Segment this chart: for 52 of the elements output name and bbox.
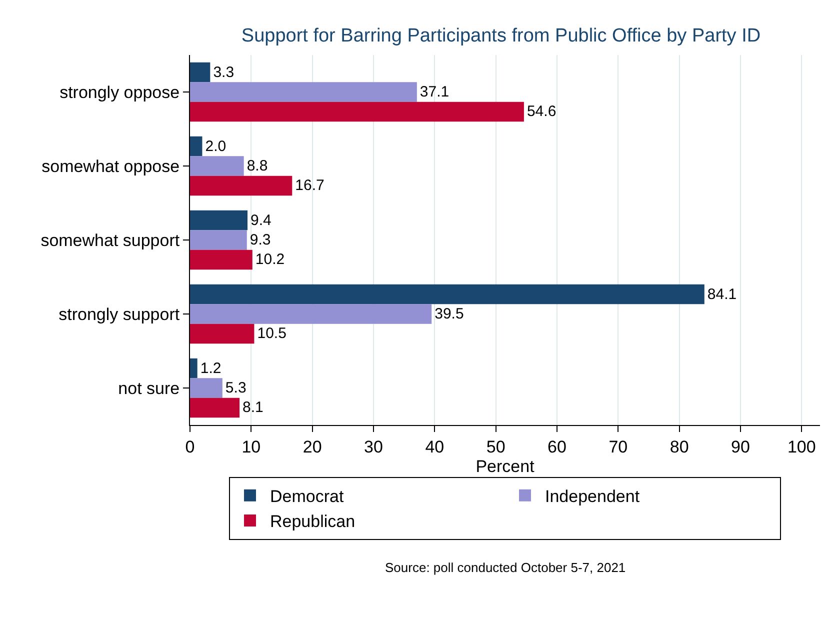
x-tick-label: 60 [548, 437, 566, 456]
legend-label: Independent [545, 486, 640, 506]
bar [190, 378, 222, 398]
data-label: 5.3 [225, 380, 246, 396]
data-label: 2.0 [205, 138, 226, 155]
data-label: 8.8 [246, 158, 268, 174]
data-label: 16.7 [295, 177, 324, 194]
data-label: 39.5 [434, 306, 464, 322]
data-label: 9.3 [250, 232, 271, 248]
bar [190, 82, 417, 102]
bar [190, 250, 252, 270]
chart-title: Support for Barring Participants from Public Office by Party ID [241, 25, 761, 46]
bar [190, 62, 210, 82]
x-tick-label: 20 [302, 437, 322, 456]
y-tick-label: strongly oppose [60, 82, 180, 102]
bar [190, 358, 198, 378]
x-tick-label: 70 [608, 437, 628, 456]
y-tick-label: strongly support [58, 304, 180, 324]
data-label: 8.1 [242, 399, 264, 416]
data-label: 10.5 [257, 325, 286, 342]
data-label: 1.2 [200, 360, 222, 377]
data-label: 9.4 [250, 212, 272, 229]
bar [190, 176, 292, 196]
x-tick-label: 30 [364, 437, 383, 456]
bar [190, 156, 244, 176]
y-tick-label: somewhat oppose [42, 156, 180, 176]
data-label: 3.3 [213, 64, 234, 81]
x-tick-label: 80 [670, 437, 689, 456]
bar [190, 324, 254, 344]
y-tick-label: not sure [118, 378, 180, 398]
legend-label: Democrat [270, 486, 344, 506]
source-note: Source: poll conducted October 5-7, 2021 [385, 560, 626, 575]
bar [190, 136, 202, 156]
bar [190, 304, 432, 324]
bar [190, 284, 704, 304]
bar [190, 230, 247, 250]
x-tick-label: 50 [486, 437, 506, 456]
bar [190, 102, 524, 122]
bar [190, 210, 248, 230]
x-tick-label: 40 [425, 437, 444, 456]
bar [190, 398, 240, 418]
legend-label: Republican [270, 512, 356, 532]
x-tick-label: 0 [185, 437, 195, 456]
x-tick-label: 10 [242, 437, 261, 456]
x-tick-label: 100 [787, 437, 816, 456]
y-tick-label: somewhat support [40, 230, 180, 250]
data-label: 84.1 [707, 286, 737, 303]
x-tick-label: 90 [731, 437, 750, 456]
data-label: 10.2 [255, 251, 285, 268]
data-label: 37.1 [420, 84, 450, 100]
x-axis-title: Percent [476, 456, 535, 476]
data-label: 54.6 [526, 103, 556, 120]
